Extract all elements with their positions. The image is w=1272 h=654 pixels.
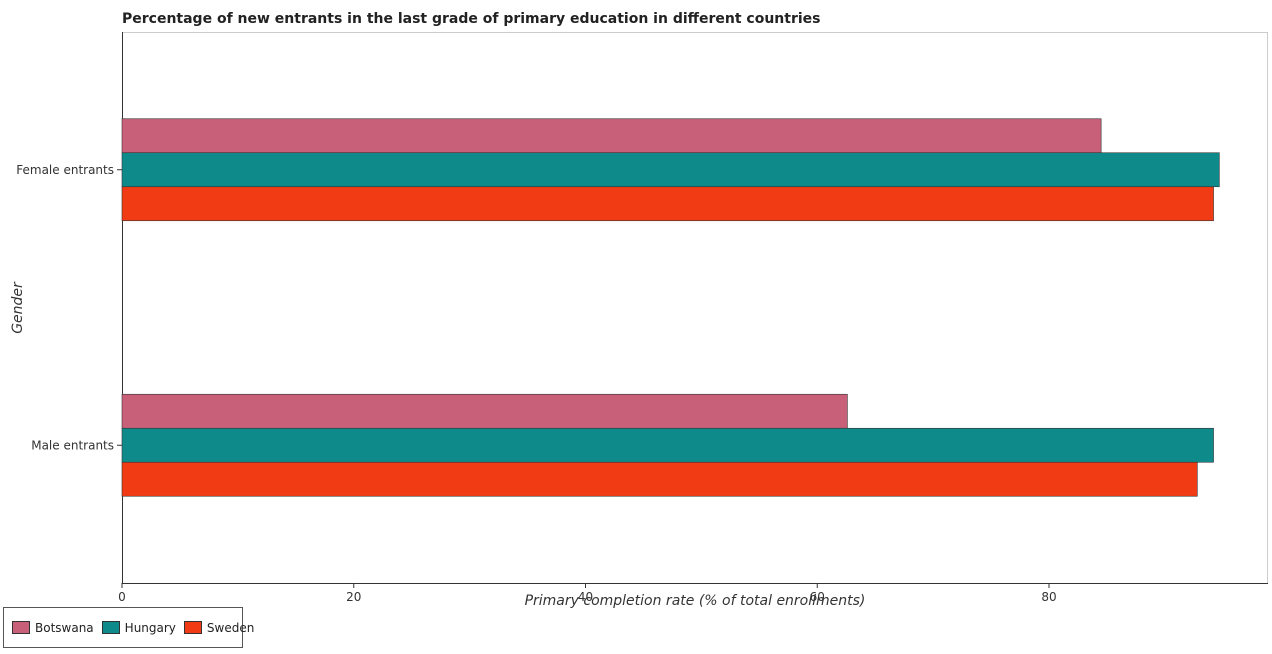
legend: Botswana Hungary Sweden bbox=[3, 607, 254, 648]
x-tick-label: 20 bbox=[346, 590, 361, 604]
legend-label-sweden: Sweden bbox=[206, 620, 255, 635]
bar-botswana-male-entrants bbox=[121, 393, 848, 429]
legend-label-hungary: Hungary bbox=[124, 620, 176, 635]
legend-item-hungary: Hungary bbox=[101, 620, 176, 635]
bar-sweden-female-entrants bbox=[121, 186, 1214, 222]
x-tick-label: 40 bbox=[578, 590, 593, 604]
legend-swatch-hungary bbox=[101, 621, 120, 634]
x-axis-label: Primary completion rate (% of total enro… bbox=[525, 593, 866, 609]
bar-hungary-male-entrants bbox=[121, 427, 1214, 463]
bars-group bbox=[121, 118, 1220, 497]
legend-item-botswana: Botswana bbox=[12, 621, 94, 635]
x-tick-label: 60 bbox=[810, 590, 825, 604]
x-ticks-group: 0 20 40 60 80 bbox=[118, 583, 1057, 604]
chart-title: Percentage of new entrants in the last g… bbox=[122, 11, 820, 27]
plot-frame bbox=[122, 32, 1268, 584]
bar-sweden-male-entrants bbox=[121, 461, 1198, 497]
legend-swatch-botswana bbox=[12, 621, 30, 634]
x-tick-label: 80 bbox=[1041, 590, 1056, 604]
legend-label-botswana: Botswana bbox=[35, 620, 94, 635]
legend-swatch-sweden bbox=[183, 621, 202, 634]
y-axis-label: Gender bbox=[10, 281, 26, 334]
y-tick-label: Female entrants bbox=[16, 163, 114, 177]
legend-item-sweden: Sweden bbox=[183, 620, 255, 635]
bar-botswana-female-entrants bbox=[121, 118, 1102, 154]
x-tick-label: 0 bbox=[118, 590, 126, 604]
y-tick-label: Male entrants bbox=[31, 438, 114, 452]
y-ticks-group: Female entrants Male entrants bbox=[16, 163, 122, 452]
bar-hungary-female-entrants bbox=[121, 152, 1220, 188]
